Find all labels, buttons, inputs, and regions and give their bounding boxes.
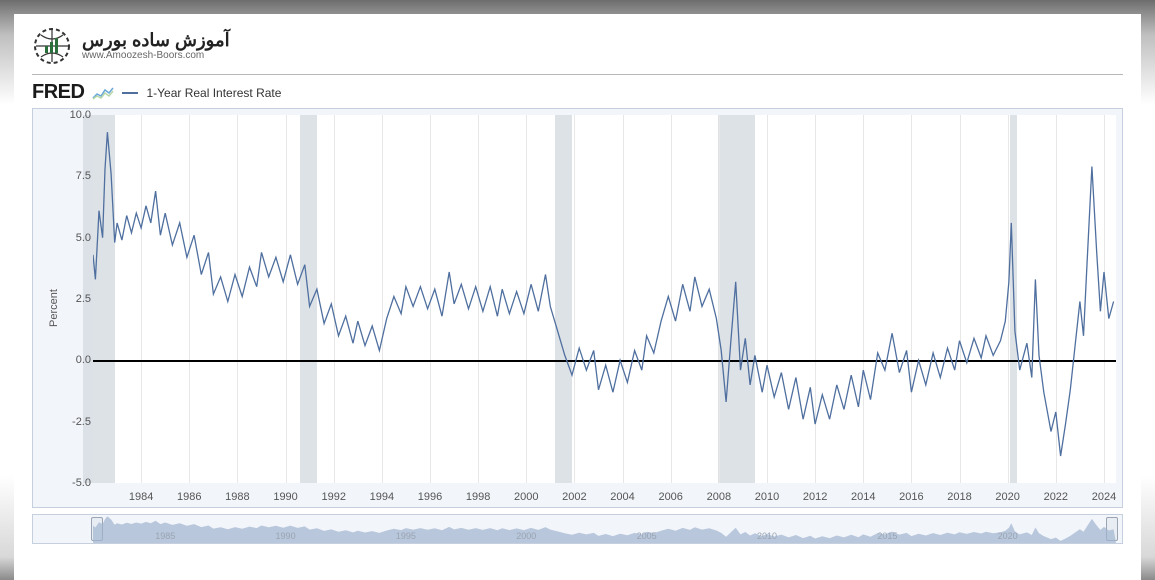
y-tick-label: 5.0 <box>33 232 91 244</box>
overview-chart[interactable]: 1985 1990 1995 2000 2005 2010 2015 2020 <box>32 514 1123 544</box>
plot-area[interactable] <box>93 115 1116 483</box>
x-tick-label: 1996 <box>418 491 442 503</box>
divider <box>32 74 1123 75</box>
overview-tick-label: 2020 <box>998 531 1018 541</box>
x-tick-label: 2006 <box>658 491 682 503</box>
x-tick-label: 2016 <box>899 491 923 503</box>
overview-tick-label: 2010 <box>757 531 777 541</box>
x-tick-label: 2020 <box>995 491 1019 503</box>
globe-chart-icon <box>32 26 72 66</box>
x-tick-label: 2024 <box>1092 491 1116 503</box>
x-tick-label: 2022 <box>1044 491 1068 503</box>
x-tick-label: 1990 <box>273 491 297 503</box>
y-tick-label: 2.5 <box>33 293 91 305</box>
overview-tick-label: 2015 <box>877 531 897 541</box>
overview-area <box>93 516 1116 543</box>
y-tick-label: -5.0 <box>33 477 91 489</box>
x-tick-label: 1998 <box>466 491 490 503</box>
y-tick-label: 10.0 <box>33 109 91 121</box>
x-tick-label: 2014 <box>851 491 875 503</box>
x-tick-label: 2000 <box>514 491 538 503</box>
legend-series-label: 1-Year Real Interest Rate <box>146 86 281 100</box>
fred-spark-icon <box>92 86 114 100</box>
brand-title: آموزش ساده بورس <box>82 31 230 51</box>
overview-tick-label: 1985 <box>155 531 175 541</box>
chart-legend: FRED 1-Year Real Interest Rate <box>32 81 1123 104</box>
overview-tick-label: 2005 <box>637 531 657 541</box>
overview-tick-label: 1990 <box>276 531 296 541</box>
x-tick-label: 1992 <box>321 491 345 503</box>
series-line <box>93 132 1114 456</box>
brand-subtitle: www.Amoozesh-Boors.com <box>82 50 230 61</box>
legend-color-swatch <box>122 92 138 94</box>
x-tick-label: 1986 <box>177 491 201 503</box>
x-tick-label: 1984 <box>129 491 153 503</box>
x-tick-label: 2008 <box>707 491 731 503</box>
main-chart: Percent 19841986198819901992199419961998… <box>32 108 1123 508</box>
y-tick-label: -2.5 <box>33 416 91 428</box>
x-tick-label: 2010 <box>755 491 779 503</box>
x-tick-label: 1988 <box>225 491 249 503</box>
y-tick-label: 0.0 <box>33 354 91 366</box>
fred-logo-text: FRED <box>32 81 84 104</box>
x-tick-label: 2012 <box>803 491 827 503</box>
x-tick-label: 2018 <box>947 491 971 503</box>
overview-tick-label: 1995 <box>396 531 416 541</box>
x-tick-label: 2002 <box>562 491 586 503</box>
x-tick-label: 1994 <box>370 491 394 503</box>
x-tick-label: 2004 <box>610 491 634 503</box>
brand-block: آموزش ساده بورس www.Amoozesh-Boors.com <box>32 26 1123 66</box>
y-tick-label: 7.5 <box>33 170 91 182</box>
overview-tick-label: 2000 <box>516 531 536 541</box>
